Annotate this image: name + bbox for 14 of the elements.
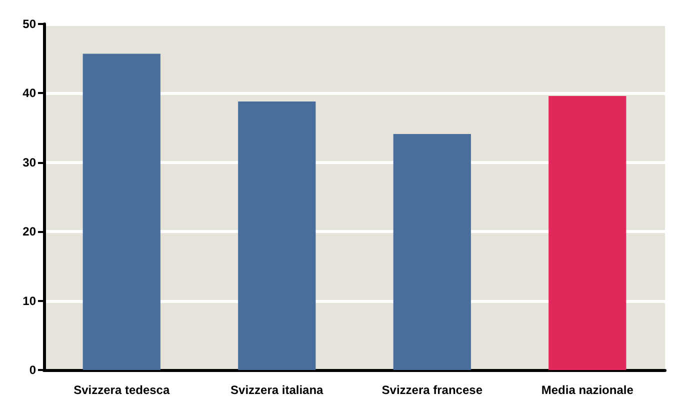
y-tick-label: 50 xyxy=(22,17,36,31)
bar xyxy=(82,54,160,370)
bar xyxy=(548,96,626,370)
x-tick-label: Svizzera tedesca xyxy=(74,383,170,397)
x-tick-label: Media nazionale xyxy=(541,383,634,397)
x-tick-label: Svizzera italiana xyxy=(230,383,324,397)
bar xyxy=(393,134,471,370)
bar xyxy=(238,102,316,370)
y-tick-label: 40 xyxy=(22,86,36,100)
y-tick-label: 10 xyxy=(22,294,36,308)
y-tick-label: 20 xyxy=(22,224,36,239)
x-tick-label: Svizzera francese xyxy=(382,383,483,397)
y-tick-label: 0 xyxy=(29,363,36,377)
y-tick-label: 30 xyxy=(22,155,36,170)
